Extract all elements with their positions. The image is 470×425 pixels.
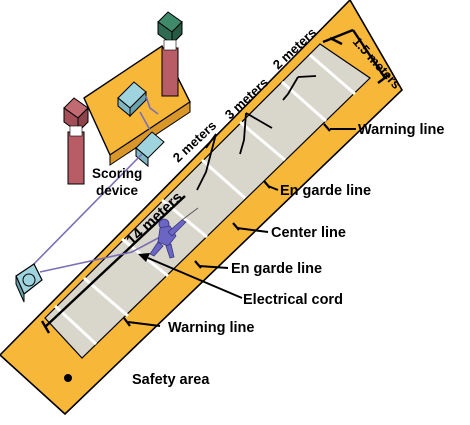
cable-lights [145, 95, 159, 115]
label-warning-line-bottom: Warning line [168, 320, 254, 336]
label-en-garde-line-bottom: En garde line [231, 261, 322, 277]
leader-en-garde-top [267, 185, 279, 191]
signal-light-red [63, 97, 89, 185]
piste [44, 43, 371, 359]
cables [27, 95, 163, 273]
segment-divider-1 [281, 80, 327, 123]
dimension-1-5m [322, 28, 391, 84]
label-center-line: Center line [271, 225, 346, 241]
label-scoring-device-line1: Scoring [92, 166, 142, 181]
cable-fencer [39, 235, 163, 273]
leader-electrical-cord [147, 257, 243, 299]
leader-lines [127, 128, 356, 327]
warning-line-top-mark [309, 53, 356, 96]
bracket-2m-b [282, 76, 299, 101]
en-garde-line-top-mark [239, 120, 286, 162]
dimension-14m [40, 195, 186, 334]
scoring-device [117, 81, 165, 168]
label-safety-area: Safety area [132, 372, 210, 388]
leader-warning-bottom [127, 321, 161, 327]
label-en-garde-line-top: En garde line [280, 183, 371, 199]
cord-reel [15, 263, 43, 303]
leader-center [236, 227, 269, 233]
dimension-segments [196, 75, 317, 191]
bracket-3m [239, 112, 247, 155]
label-scoring-device-line2: device [96, 183, 139, 198]
fencer-figure [149, 207, 199, 259]
electrical-cord-arrow [138, 253, 150, 262]
center-line-mark [201, 158, 246, 200]
bracket-2m-a [196, 133, 217, 191]
leader-en-garde-bottom [198, 265, 229, 269]
signal-light-green [157, 11, 183, 97]
label-electrical-cord: Electrical cord [243, 292, 343, 308]
safety-area-marker [64, 374, 72, 382]
cable-device [139, 111, 151, 131]
cable-reel [27, 153, 143, 271]
label-warning-line-top: Warning line [358, 122, 444, 138]
